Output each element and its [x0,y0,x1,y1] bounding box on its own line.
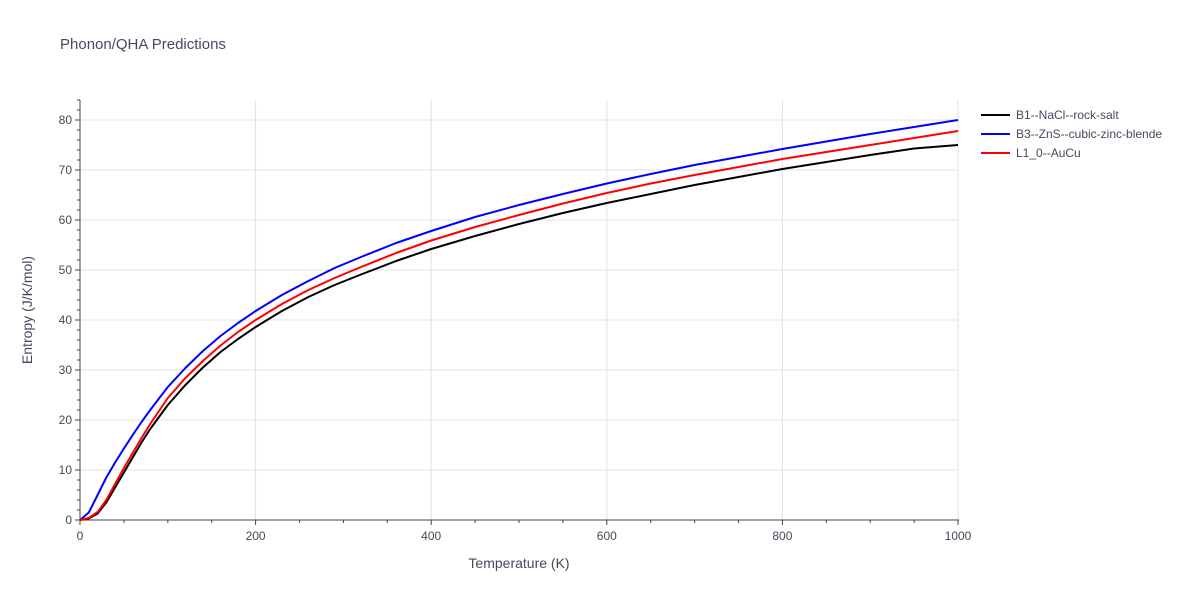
x-tick-label: 200 [246,529,266,543]
x-tick-label: 800 [772,529,792,543]
chart-title: Phonon/QHA Predictions [60,36,226,53]
legend-label: B3--ZnS--cubic-zinc-blende [1016,127,1162,141]
legend[interactable]: B1--NaCl--rock-salt B3--ZnS--cubic-zinc-b… [981,108,1162,160]
x-tick-label: 400 [421,529,441,543]
legend-item[interactable]: B3--ZnS--cubic-zinc-blende [981,127,1162,141]
y-tick-label: 60 [59,213,73,227]
x-tick-label: 0 [77,529,84,543]
y-tick-label: 70 [59,163,73,177]
y-tick-label: 10 [59,463,73,477]
y-tick-label: 20 [59,413,73,427]
tick-labels: 0 200 400 600 800 1000 0 10 20 30 40 50 60 70 80 [59,113,972,543]
x-tick-label: 1000 [945,529,972,543]
series-line-L1_0--AuCu[interactable] [79,130,959,521]
grid-lines [80,100,959,520]
y-tick-label: 40 [59,313,73,327]
y-tick-label: 30 [59,363,73,377]
y-axis-title: Entropy (J/K/mol) [19,256,35,364]
y-tick-label: 0 [65,513,72,527]
x-tick-label: 600 [597,529,617,543]
y-tick-label: 50 [59,263,73,277]
plot-lines[interactable] [79,119,959,521]
axes [75,99,959,525]
x-axis-title: Temperature (K) [468,555,569,571]
legend-item[interactable]: B1--NaCl--rock-salt [981,108,1119,122]
series-line-B3--ZnS--cubic-zinc-blende[interactable] [79,119,959,521]
y-tick-label: 80 [59,113,73,127]
series-line-B1--NaCl--rock-salt[interactable] [79,144,959,521]
legend-item[interactable]: L1_0--AuCu [981,146,1081,160]
legend-label: L1_0--AuCu [1016,146,1081,160]
legend-label: B1--NaCl--rock-salt [1016,108,1119,122]
